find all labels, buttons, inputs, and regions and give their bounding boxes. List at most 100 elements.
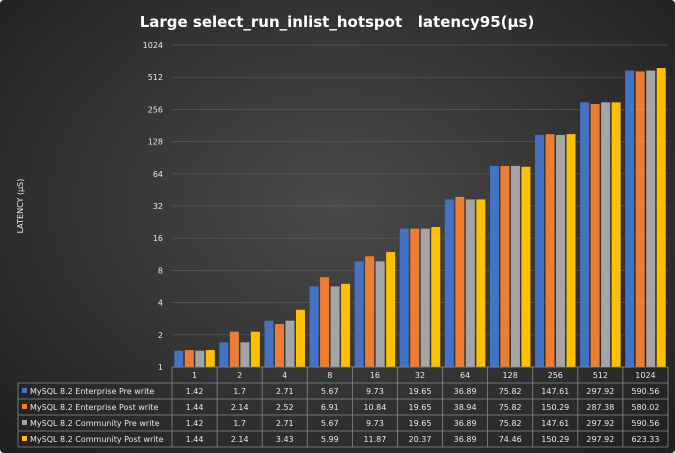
- data-label: 19.65: [409, 403, 432, 412]
- bar: [521, 166, 531, 367]
- legend-swatch: [22, 436, 27, 441]
- data-label: 5.67: [321, 419, 339, 428]
- data-label: 20.37: [409, 435, 432, 444]
- data-label: 9.73: [366, 419, 384, 428]
- category-label: 512: [593, 371, 608, 380]
- y-tick-label: 2: [158, 331, 163, 340]
- bar: [399, 228, 409, 367]
- data-label: 1.42: [186, 419, 204, 428]
- data-label: 590.56: [631, 387, 659, 396]
- bar: [250, 331, 260, 367]
- data-label: 19.65: [409, 419, 432, 428]
- bar: [229, 331, 239, 367]
- bar: [174, 350, 184, 367]
- y-tick-label: 16: [153, 234, 163, 243]
- bar: [556, 134, 566, 367]
- legend-label: MySQL 8.2 Enterprise Post write: [30, 403, 158, 412]
- category-label: 8: [327, 371, 332, 380]
- legend-label: MySQL 8.2 Community Post write: [30, 435, 164, 444]
- bar: [264, 320, 274, 367]
- bar: [375, 261, 385, 367]
- y-tick-label: 128: [148, 138, 163, 147]
- bar: [330, 286, 340, 367]
- bar: [309, 286, 319, 367]
- legend-swatch: [22, 404, 27, 409]
- bar: [444, 199, 454, 367]
- chart-title: Large select_run_inlist_hotspot latency9…: [140, 13, 535, 31]
- data-label: 147.61: [541, 387, 569, 396]
- category-label: 1024: [635, 371, 655, 380]
- bar: [635, 71, 645, 367]
- y-tick-label: 64: [153, 170, 163, 179]
- data-label: 19.65: [409, 387, 432, 396]
- data-label: 150.29: [541, 435, 569, 444]
- bar: [566, 134, 576, 367]
- data-label: 75.82: [499, 419, 522, 428]
- bar: [489, 165, 499, 367]
- bar: [354, 261, 364, 367]
- data-label: 590.56: [631, 419, 659, 428]
- bar: [646, 70, 656, 368]
- y-tick-label: 1024: [143, 41, 163, 50]
- bar: [510, 165, 520, 367]
- y-tick-label: 256: [148, 105, 163, 114]
- data-label: 1.42: [186, 387, 204, 396]
- data-label: 1.44: [186, 435, 204, 444]
- data-label: 2.14: [231, 403, 249, 412]
- bar: [420, 228, 430, 367]
- bar: [205, 350, 215, 367]
- category-label: 256: [548, 371, 563, 380]
- bar: [625, 70, 635, 368]
- data-label: 2.14: [231, 435, 249, 444]
- bar: [431, 226, 441, 367]
- bar: [465, 199, 475, 367]
- bar: [535, 134, 545, 367]
- bar: [500, 165, 510, 367]
- data-label: 74.46: [499, 435, 522, 444]
- data-label: 150.29: [541, 403, 569, 412]
- data-label: 297.92: [586, 435, 614, 444]
- y-tick-label: 512: [148, 73, 163, 82]
- y-tick-label: 32: [153, 202, 163, 211]
- y-tick-label: 8: [158, 266, 163, 275]
- data-label: 2.52: [276, 403, 294, 412]
- data-label: 6.91: [321, 403, 339, 412]
- bar: [611, 102, 621, 367]
- data-label: 1.7: [233, 419, 246, 428]
- data-label: 10.84: [363, 403, 386, 412]
- category-label: 16: [370, 371, 380, 380]
- legend-label: MySQL 8.2 Enterprise Pre write: [30, 387, 154, 396]
- data-label: 623.33: [631, 435, 659, 444]
- bar: [365, 256, 375, 367]
- data-label: 3.43: [276, 435, 294, 444]
- data-label: 5.99: [321, 435, 339, 444]
- data-label: 2.71: [276, 419, 294, 428]
- category-label: 128: [503, 371, 518, 380]
- data-label: 297.92: [586, 419, 614, 428]
- data-label: 75.82: [499, 403, 522, 412]
- bar: [386, 252, 396, 367]
- data-label: 36.89: [454, 435, 477, 444]
- data-label: 1.7: [233, 387, 246, 396]
- data-label: 5.67: [321, 387, 339, 396]
- category-label: 32: [415, 371, 425, 380]
- data-label: 147.61: [541, 419, 569, 428]
- bar: [580, 102, 590, 367]
- data-label: 297.92: [586, 387, 614, 396]
- bar: [240, 342, 250, 367]
- bar: [274, 324, 284, 367]
- legend-swatch: [22, 420, 27, 425]
- data-label: 580.02: [631, 403, 659, 412]
- data-label: 36.89: [454, 387, 477, 396]
- category-label: 2: [237, 371, 242, 380]
- data-label: 287.38: [586, 403, 614, 412]
- bar: [656, 68, 666, 368]
- bar: [320, 277, 330, 367]
- data-label: 38.94: [454, 403, 477, 412]
- y-tick-label: 1: [158, 363, 163, 372]
- bar: [455, 196, 465, 367]
- bar: [195, 350, 205, 367]
- bar: [601, 102, 611, 367]
